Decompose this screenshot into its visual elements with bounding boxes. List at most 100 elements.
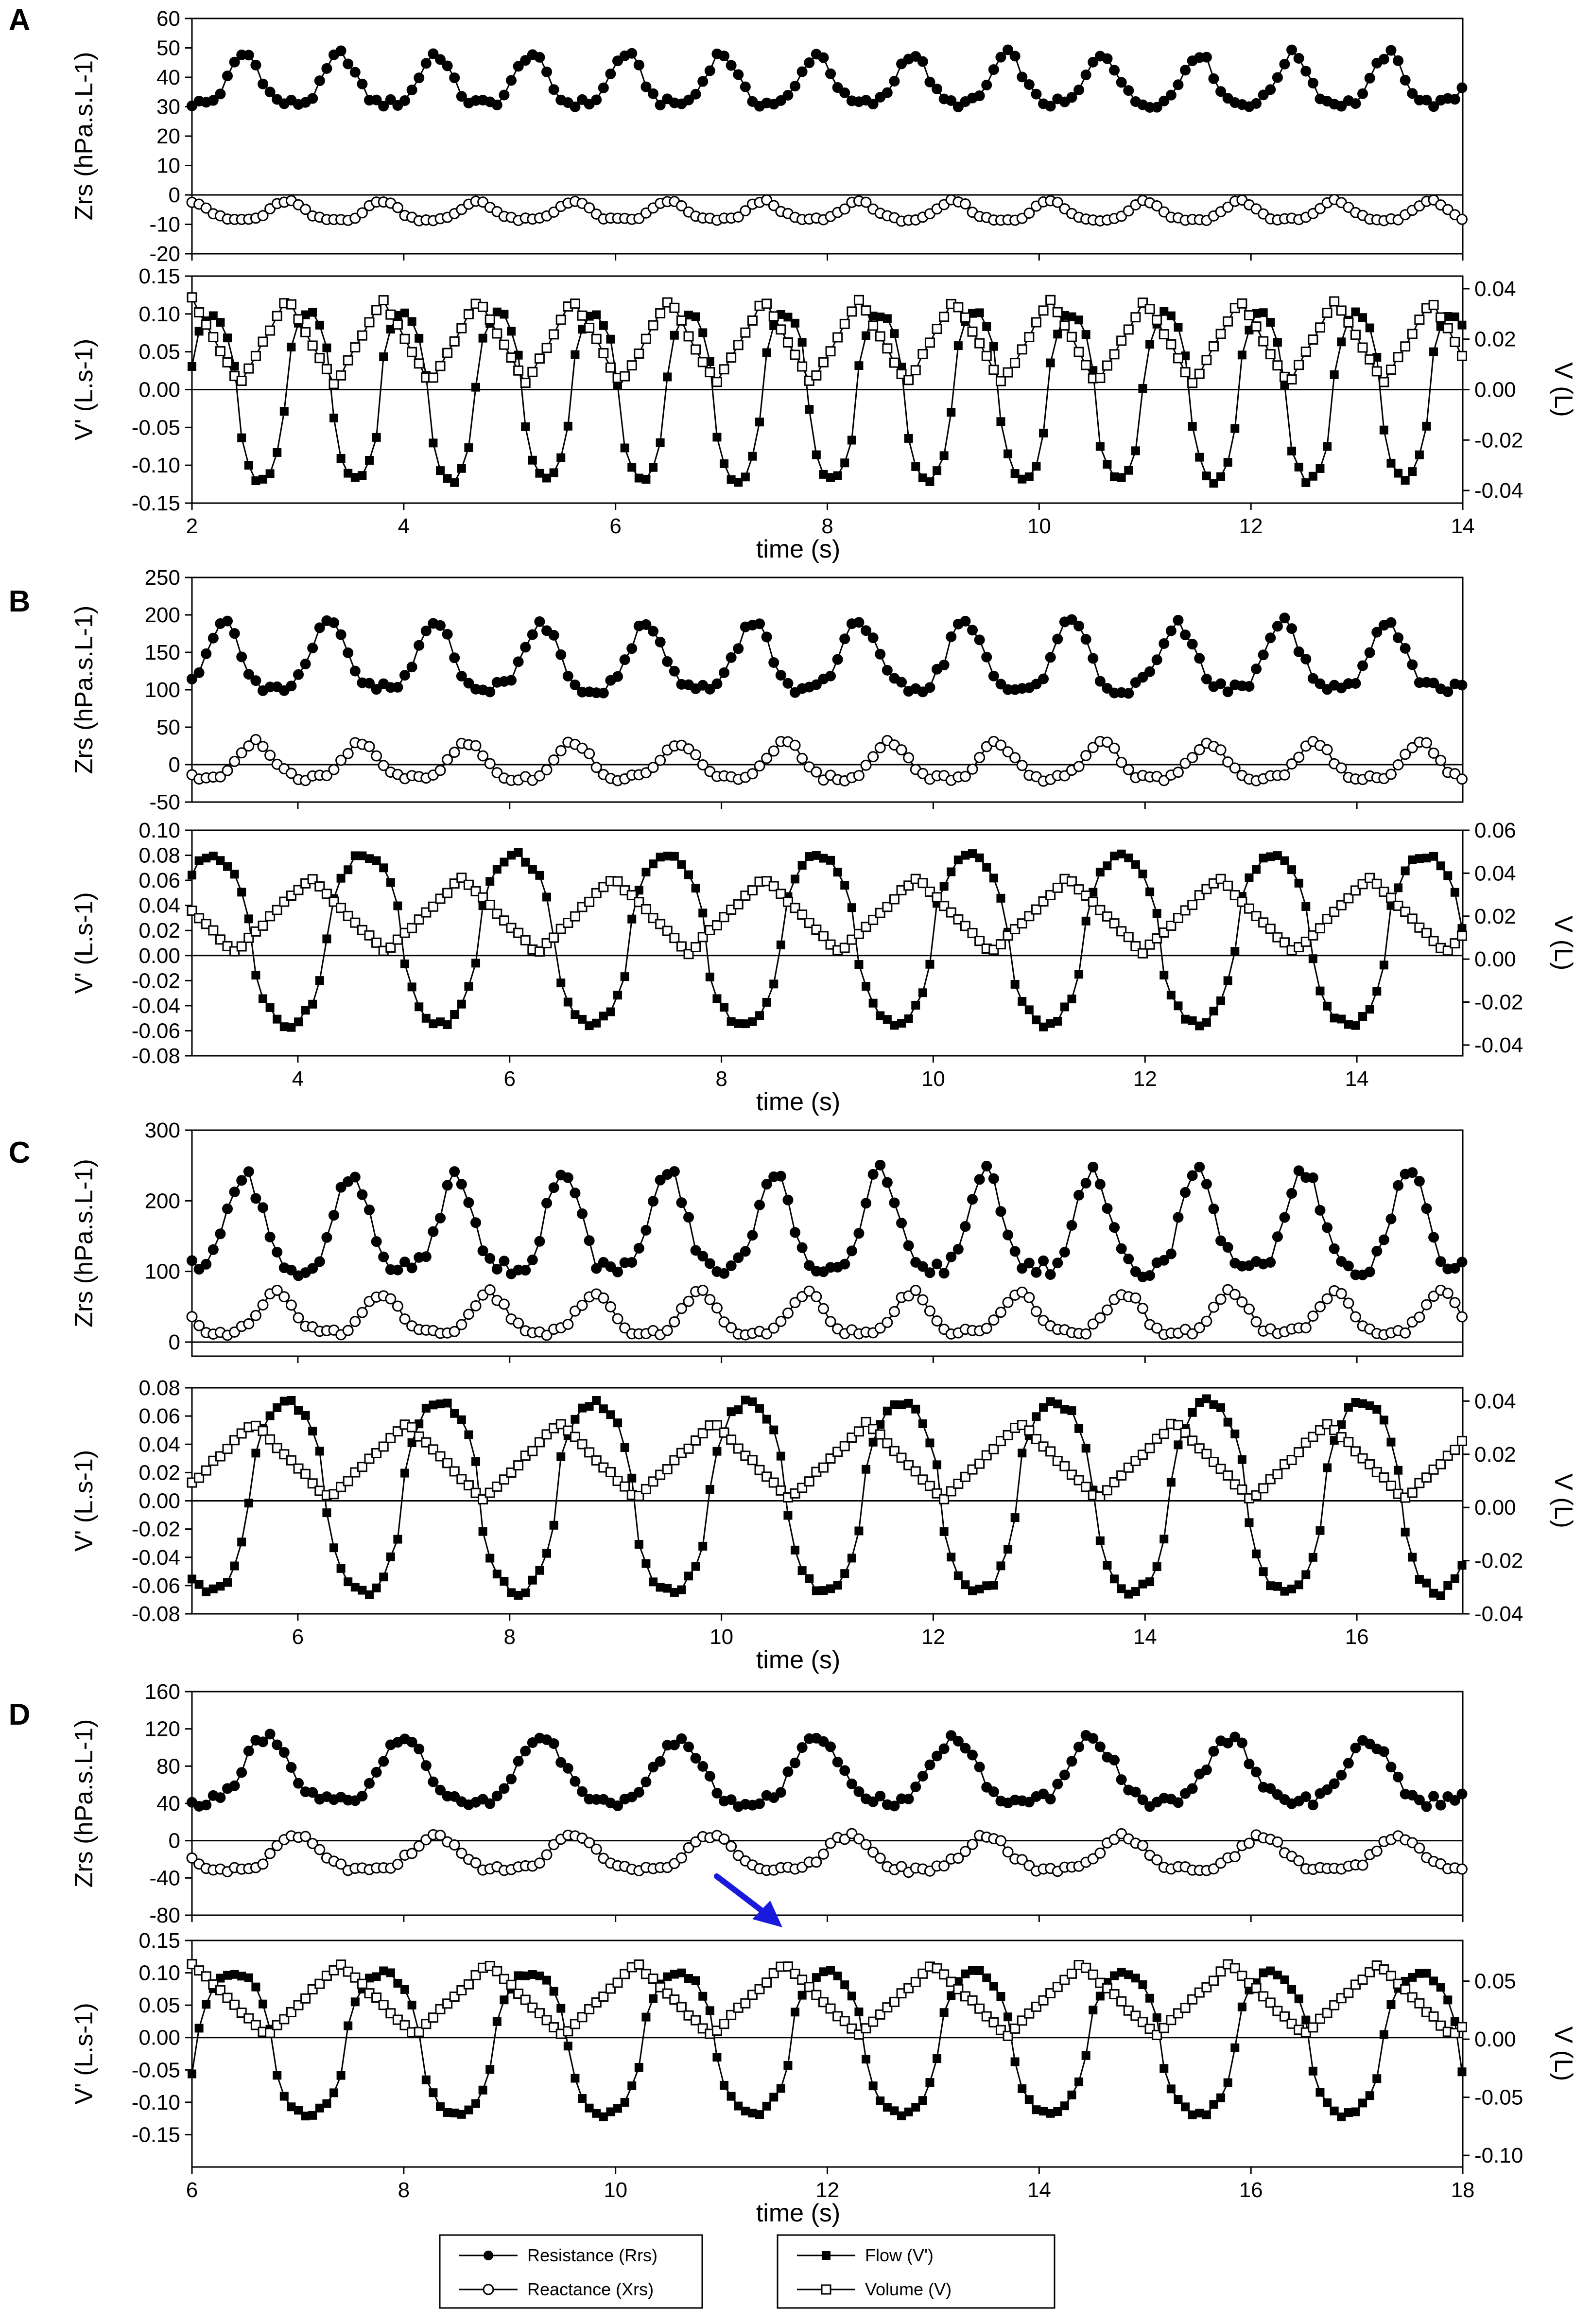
- data-point: [790, 349, 800, 360]
- data-point: [975, 308, 984, 317]
- data-point: [741, 1019, 750, 1029]
- data-point: [1131, 446, 1140, 455]
- data-point: [521, 857, 530, 867]
- data-point: [349, 1171, 361, 1183]
- data-point: [1038, 1255, 1049, 1266]
- data-point: [1088, 653, 1099, 664]
- data-point: [861, 625, 872, 636]
- data-point: [981, 350, 992, 361]
- data-point: [1365, 1459, 1375, 1469]
- y-tick-label: -0.06: [132, 1574, 180, 1598]
- data-point: [995, 739, 1006, 751]
- series-line: [191, 1398, 1463, 1597]
- series-reactance-xrs-: [186, 734, 1468, 787]
- data-point: [1343, 893, 1354, 904]
- data-point: [797, 1566, 807, 1575]
- data-point: [585, 2103, 594, 2113]
- data-point: [250, 350, 261, 361]
- data-point: [499, 89, 510, 101]
- y2-tick-label: 0.02: [1474, 328, 1516, 351]
- data-point: [202, 2000, 211, 2009]
- data-point: [378, 101, 389, 112]
- data-point: [939, 451, 949, 460]
- data-point: [1272, 72, 1283, 83]
- data-point: [967, 625, 978, 636]
- data-point: [1110, 1574, 1119, 1584]
- data-point: [1009, 752, 1021, 764]
- data-point: [592, 1396, 601, 1405]
- data-point: [1018, 1449, 1027, 1458]
- y2-axis-label: V (L): [1549, 1473, 1577, 1528]
- data-point: [371, 937, 382, 948]
- data-point: [605, 1261, 616, 1272]
- data-point: [1024, 1425, 1035, 1436]
- data-point: [1385, 1480, 1396, 1491]
- data-point: [300, 658, 311, 669]
- data-point: [910, 51, 921, 62]
- data-point: [1074, 315, 1084, 325]
- data-point: [188, 871, 196, 880]
- data-point: [342, 748, 354, 759]
- data-point: [1386, 458, 1396, 468]
- data-point: [584, 748, 595, 760]
- data-point: [1208, 73, 1219, 84]
- data-point: [420, 625, 432, 636]
- data-point: [1365, 1005, 1374, 1014]
- data-point: [669, 1166, 680, 1177]
- data-point: [1258, 336, 1269, 347]
- data-point: [1336, 101, 1347, 112]
- data-point: [1286, 374, 1297, 384]
- data-point: [1159, 2023, 1169, 2033]
- data-point: [1286, 758, 1298, 770]
- data-point: [492, 328, 502, 339]
- data-point: [349, 665, 361, 677]
- series-resistance-rrs-: [187, 612, 1468, 699]
- data-point: [343, 355, 353, 366]
- data-point: [492, 307, 502, 316]
- data-point: [456, 1847, 467, 1859]
- data-point: [336, 874, 346, 883]
- data-point: [847, 1554, 856, 1563]
- data-point: [1123, 764, 1134, 775]
- data-point: [364, 930, 375, 941]
- data-point: [817, 1303, 829, 1314]
- data-point: [1428, 1232, 1439, 1243]
- data-point: [400, 959, 410, 968]
- data-point: [960, 1221, 971, 1232]
- data-point: [1066, 876, 1077, 887]
- x-tick-label: 2: [186, 514, 198, 538]
- data-point: [250, 1310, 261, 1321]
- data-point: [733, 643, 744, 654]
- data-point: [768, 881, 779, 891]
- data-point: [1308, 2022, 1318, 2033]
- data-point: [1258, 649, 1269, 661]
- data-point: [478, 892, 488, 903]
- data-point: [1357, 1975, 1368, 1985]
- data-point: [862, 2055, 871, 2064]
- data-point: [726, 352, 737, 363]
- data-point: [860, 1839, 872, 1851]
- series-volume-v-: [187, 1959, 1467, 2041]
- data-point: [513, 927, 524, 938]
- data-point: [442, 60, 453, 71]
- data-point: [1024, 1005, 1034, 1014]
- data-point: [1223, 1417, 1232, 1427]
- data-point: [612, 671, 623, 682]
- data-point: [967, 326, 978, 337]
- data-point: [847, 306, 857, 317]
- data-point: [1103, 460, 1112, 469]
- y-tick-label: 20: [156, 124, 180, 148]
- data-point: [867, 751, 879, 763]
- data-point: [1152, 1562, 1161, 1571]
- data-point: [428, 372, 438, 383]
- data-point: [350, 1583, 360, 1592]
- data-point: [1073, 1189, 1085, 1201]
- data-point: [520, 1265, 531, 1276]
- data-point: [947, 867, 956, 876]
- data-point: [952, 101, 964, 112]
- data-point: [1181, 1014, 1190, 1024]
- data-point: [442, 348, 453, 358]
- data-point: [1067, 995, 1076, 1004]
- data-point: [1358, 1399, 1367, 1408]
- data-point: [314, 1844, 326, 1855]
